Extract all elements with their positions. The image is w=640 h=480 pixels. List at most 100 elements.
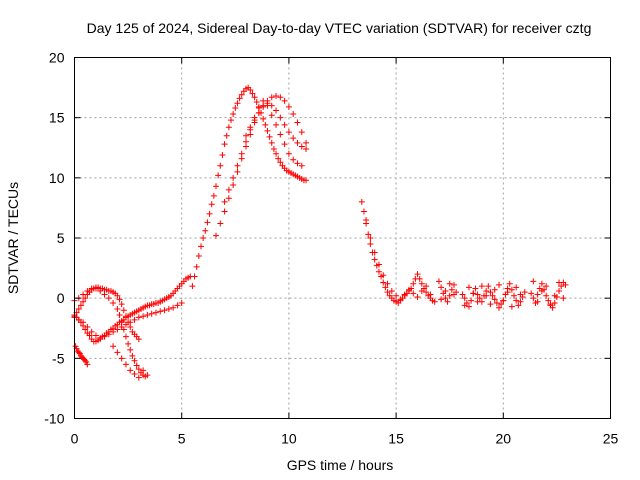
y-tick-label: -5 — [52, 350, 65, 366]
data-point-plus — [127, 346, 134, 353]
data-point-plus — [144, 372, 151, 379]
data-point-plus — [234, 168, 241, 175]
y-tick-label: 0 — [57, 290, 65, 306]
data-point-plus — [260, 115, 267, 122]
data-point-plus — [442, 295, 449, 302]
data-point-plus — [243, 132, 250, 139]
data-point-plus — [260, 97, 267, 104]
data-point-plus — [543, 292, 550, 299]
data-point-plus — [380, 272, 387, 279]
data-point-plus — [223, 132, 230, 139]
data-point-plus — [193, 263, 200, 270]
axis-ticks: 0 5 10 15 20 25 -10 -5 0 5 10 15 20 — [44, 50, 618, 447]
data-point-plus — [127, 367, 134, 374]
data-point-plus — [135, 374, 142, 381]
data-point-plus — [375, 261, 382, 268]
data-point-plus — [221, 208, 228, 215]
data-point-plus — [281, 141, 288, 148]
data-point-plus — [264, 127, 271, 134]
data-point-plus — [461, 302, 468, 309]
data-point-plus — [118, 319, 125, 326]
data-point-plus — [268, 94, 275, 101]
data-point-plus — [268, 102, 275, 109]
data-point-plus — [135, 366, 142, 373]
data-point-plus — [213, 232, 220, 239]
data-point-plus — [285, 103, 292, 110]
data-point-plus — [230, 111, 237, 118]
data-point-plus — [152, 309, 159, 316]
data-point-plus — [483, 292, 490, 299]
data-point-plus — [236, 95, 243, 102]
data-point-plus — [517, 291, 524, 298]
data-point-plus — [414, 271, 421, 278]
data-point-plus — [380, 279, 387, 286]
data-point-plus — [84, 361, 91, 368]
data-point-plus — [476, 295, 483, 302]
data-point-plus — [251, 94, 258, 101]
data-point-plus — [515, 302, 522, 309]
data-point-plus — [414, 293, 421, 300]
data-point-plus — [75, 316, 82, 323]
data-point-plus — [562, 281, 569, 288]
data-point-plus — [431, 298, 438, 305]
x-tick-label: 5 — [178, 431, 186, 447]
data-point-plus — [114, 326, 121, 333]
data-point-plus — [88, 328, 95, 335]
data-point-plus — [82, 295, 89, 302]
data-point-plus — [427, 291, 434, 298]
data-point-plus — [170, 304, 177, 311]
data-point-plus — [538, 280, 545, 287]
data-point-plus — [120, 326, 127, 333]
data-point-plus — [221, 141, 228, 148]
y-tick-label: 10 — [49, 170, 65, 186]
data-point-plus — [86, 332, 93, 339]
data-point-plus — [375, 268, 382, 275]
data-point-plus — [133, 362, 140, 369]
data-point-plus — [178, 299, 185, 306]
data-point-plus — [195, 253, 202, 260]
data-point-plus — [294, 160, 301, 167]
data-point-plus — [135, 314, 142, 321]
x-tick-label: 20 — [496, 431, 512, 447]
data-point-plus — [365, 231, 372, 238]
data-point-plus — [450, 291, 457, 298]
data-point-plus — [210, 192, 217, 199]
data-point-plus — [114, 349, 121, 356]
data-point-plus — [200, 235, 207, 241]
data-point-plus — [129, 352, 136, 359]
data-point-plus — [556, 287, 563, 294]
y-tick-label: 5 — [57, 230, 65, 246]
data-point-plus — [498, 301, 505, 308]
data-point-plus — [534, 291, 541, 298]
data-point-plus — [206, 210, 213, 217]
data-point-plus — [506, 280, 513, 287]
data-point-plus — [215, 172, 222, 179]
data-point-plus — [538, 287, 545, 294]
data-point-plus — [358, 198, 365, 205]
data-point-plus — [228, 117, 235, 124]
data-point-plus — [290, 156, 297, 163]
data-point-plus — [255, 109, 262, 116]
data-point-plus — [148, 310, 155, 317]
data-point-plus — [202, 227, 209, 234]
y-tick-label: 15 — [49, 110, 65, 126]
data-point-plus — [140, 367, 147, 374]
data-point-plus — [491, 296, 498, 303]
data-point-plus — [75, 305, 82, 312]
data-point-plus — [217, 220, 224, 227]
data-point-plus — [131, 357, 138, 364]
data-point-plus — [84, 287, 91, 294]
data-point-plus — [517, 298, 524, 305]
data-point-plus — [560, 295, 567, 302]
data-point-plus — [496, 304, 503, 311]
data-point-plus — [508, 286, 515, 293]
data-point-plus — [493, 299, 500, 306]
data-point-plus — [273, 93, 280, 100]
data-point-plus — [410, 290, 417, 297]
data-point-plus — [401, 291, 408, 298]
data-point-plus — [75, 349, 82, 356]
data-point-plus — [397, 296, 404, 303]
data-point-plus — [260, 103, 267, 110]
data-point-plus — [277, 159, 284, 166]
data-point-plus — [225, 195, 232, 202]
